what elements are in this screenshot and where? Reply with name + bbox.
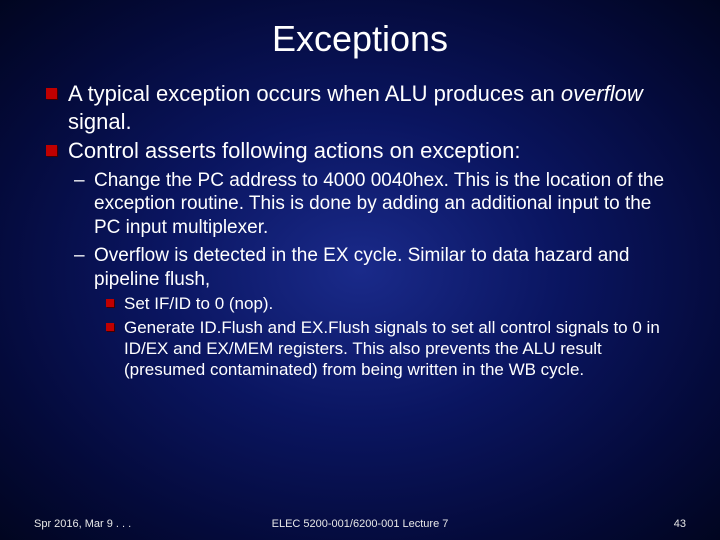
bullet-lvl2: Change the PC address to 4000 0040hex. T… [94, 169, 680, 240]
square-bullet-icon [106, 299, 114, 307]
bullet-text-pre: Control asserts following actions on exc… [68, 138, 520, 163]
slide: Exceptions A typical exception occurs wh… [0, 0, 720, 540]
bullet-lvl3: Set IF/ID to 0 (nop). [124, 293, 680, 314]
bullet-lvl2: Overflow is detected in the EX cycle. Si… [94, 244, 680, 292]
slide-number: 43 [674, 518, 686, 530]
bullet-text-pre: A typical exception occurs when ALU prod… [68, 81, 561, 106]
bullet-text-post: signal. [68, 109, 132, 134]
bullet-text: Generate ID.Flush and EX.Flush signals t… [124, 318, 660, 380]
bullet-lvl3: Generate ID.Flush and EX.Flush signals t… [124, 317, 680, 381]
square-bullet-icon [46, 145, 57, 156]
square-bullet-icon [46, 88, 57, 99]
square-bullet-icon [106, 323, 114, 331]
slide-title: Exceptions [40, 18, 680, 60]
footer-course: ELEC 5200-001/6200-001 Lecture 7 [0, 518, 720, 530]
bullet-text: Set IF/ID to 0 (nop). [124, 294, 273, 313]
bullet-text: Overflow is detected in the EX cycle. Si… [94, 245, 629, 290]
bullet-text: Change the PC address to 4000 0040hex. T… [94, 170, 664, 239]
bullet-lvl1: Control asserts following actions on exc… [68, 137, 680, 165]
bullet-text-italic: overflow [561, 81, 643, 106]
bullet-lvl1: A typical exception occurs when ALU prod… [68, 80, 680, 135]
